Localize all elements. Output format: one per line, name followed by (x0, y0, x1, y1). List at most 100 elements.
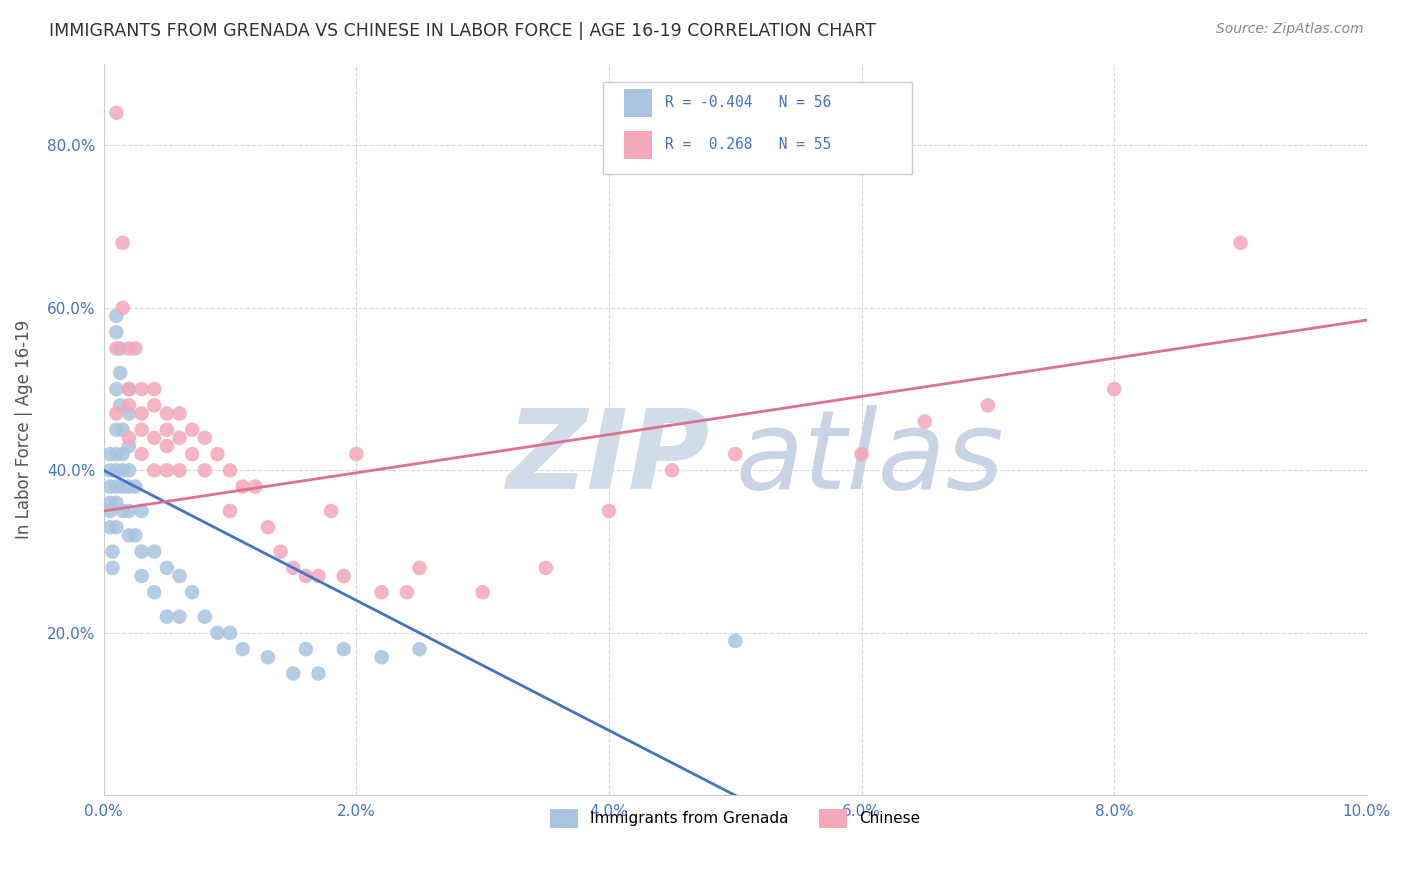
Point (118, 342, 141, 356)
Point (131, 504, 153, 518)
Text: Source: ZipAtlas.com: Source: ZipAtlas.com (1216, 22, 1364, 37)
Point (724, 634, 747, 648)
Text: atlas: atlas (735, 406, 1004, 513)
Point (332, 569, 354, 583)
Point (232, 480, 254, 494)
Point (169, 431, 191, 445)
Point (257, 520, 280, 534)
Text: ZIP: ZIP (506, 406, 710, 513)
Point (598, 504, 620, 518)
Point (143, 585, 166, 599)
Point (332, 642, 354, 657)
Point (124, 528, 146, 542)
Point (207, 447, 229, 461)
Point (307, 569, 329, 583)
Point (232, 642, 254, 657)
Point (118, 382, 141, 396)
Point (270, 544, 292, 558)
Point (98, 480, 121, 494)
Point (118, 504, 141, 518)
Point (370, 585, 392, 599)
Point (118, 439, 141, 453)
Point (181, 585, 204, 599)
Point (207, 626, 229, 640)
Point (98, 463, 121, 477)
Point (156, 407, 179, 421)
Text: IMMIGRANTS FROM GRENADA VS CHINESE IN LABOR FORCE | AGE 16-19 CORRELATION CHART: IMMIGRANTS FROM GRENADA VS CHINESE IN LA… (49, 22, 876, 40)
Point (118, 398, 141, 412)
Point (118, 528, 141, 542)
Point (143, 463, 166, 477)
Point (111, 480, 134, 494)
FancyBboxPatch shape (624, 131, 652, 159)
Point (101, 544, 124, 558)
Point (111, 463, 134, 477)
Point (194, 431, 217, 445)
Point (105, 382, 128, 396)
Point (1102, 382, 1125, 396)
Point (111, 301, 134, 315)
Point (156, 561, 179, 575)
Point (977, 398, 1000, 412)
Point (194, 609, 217, 624)
Point (245, 480, 267, 494)
Point (219, 626, 242, 640)
Point (105, 447, 128, 461)
Point (194, 463, 217, 477)
Point (344, 447, 367, 461)
Point (724, 447, 747, 461)
Point (143, 382, 166, 396)
Point (105, 309, 128, 323)
Point (105, 105, 128, 120)
Point (131, 407, 153, 421)
Point (118, 407, 141, 421)
Point (108, 342, 131, 356)
Point (111, 423, 134, 437)
Point (105, 520, 128, 534)
Point (111, 447, 134, 461)
Point (219, 504, 242, 518)
Point (851, 447, 873, 461)
Point (156, 439, 179, 453)
Point (471, 585, 494, 599)
Point (124, 342, 146, 356)
Point (131, 382, 153, 396)
FancyBboxPatch shape (624, 89, 652, 117)
Point (105, 463, 128, 477)
Point (156, 609, 179, 624)
Point (370, 650, 392, 665)
Point (118, 480, 141, 494)
Point (169, 609, 191, 624)
Point (131, 423, 153, 437)
Point (98, 496, 121, 510)
Point (283, 561, 305, 575)
Point (98, 504, 121, 518)
Point (408, 561, 430, 575)
Point (98, 447, 121, 461)
Point (131, 569, 153, 583)
Point (105, 325, 128, 339)
Point (131, 544, 153, 558)
Point (118, 382, 141, 396)
Point (295, 642, 318, 657)
Point (181, 423, 204, 437)
Point (118, 431, 141, 445)
Point (118, 463, 141, 477)
Point (143, 544, 166, 558)
Point (101, 561, 124, 575)
Point (143, 431, 166, 445)
Point (1229, 235, 1251, 250)
Point (111, 235, 134, 250)
Point (307, 666, 329, 681)
Point (661, 463, 683, 477)
Point (283, 666, 305, 681)
Point (124, 480, 146, 494)
Point (108, 398, 131, 412)
Point (534, 561, 557, 575)
Y-axis label: In Labor Force | Age 16-19: In Labor Force | Age 16-19 (15, 320, 32, 540)
Point (408, 642, 430, 657)
Point (181, 447, 204, 461)
Point (105, 342, 128, 356)
Legend: Immigrants from Grenada, Chinese: Immigrants from Grenada, Chinese (543, 801, 928, 835)
Point (219, 463, 242, 477)
